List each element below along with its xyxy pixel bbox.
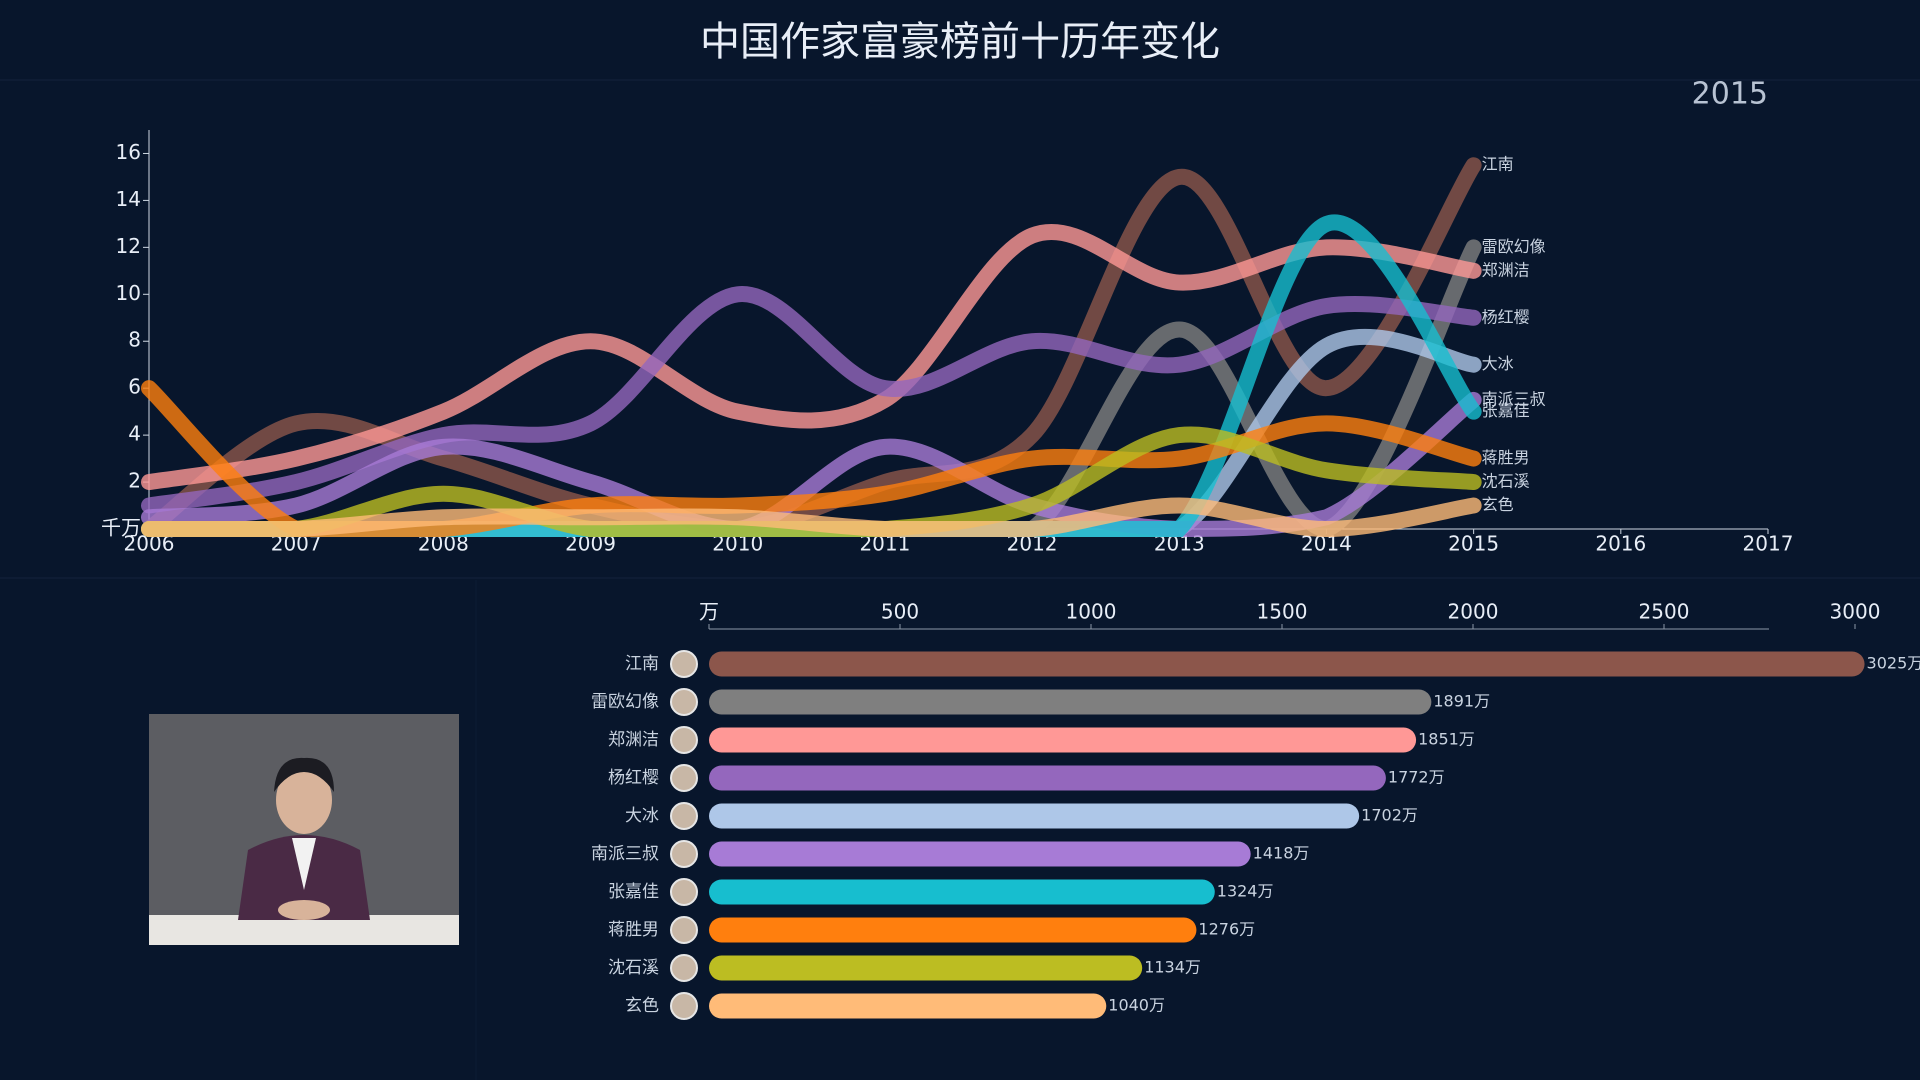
- series-label: 张嘉佳: [1482, 401, 1530, 420]
- value-label: 3025万: [1867, 654, 1920, 673]
- value-label: 1040万: [1108, 996, 1165, 1015]
- avatar: [670, 764, 698, 792]
- series-label: 沈石溪: [1482, 472, 1530, 491]
- page-title: 中国作家富豪榜前十历年变化: [700, 19, 1220, 65]
- avatar: [670, 954, 698, 982]
- x-tick-label: 3000: [1830, 600, 1881, 624]
- author-name: 大冰: [625, 806, 659, 826]
- stream: [141, 497, 1482, 538]
- y-tick-label: 10: [116, 281, 141, 305]
- author-name: 南派三叔: [591, 844, 659, 864]
- author-name: 江南: [625, 654, 659, 674]
- author-name: 蒋胜男: [608, 920, 659, 940]
- value-label: 1418万: [1253, 844, 1310, 863]
- y-tick-label: 12: [116, 234, 141, 258]
- y-tick-label: 14: [116, 187, 141, 211]
- bar: [709, 841, 1251, 867]
- series-label: 郑渊洁: [1482, 260, 1530, 279]
- value-label: 1851万: [1418, 730, 1475, 749]
- y-tick-label: 16: [116, 140, 141, 164]
- avatar: [670, 992, 698, 1020]
- value-label: 1276万: [1198, 920, 1255, 939]
- stream: [141, 223, 1482, 491]
- avatar: [670, 688, 698, 716]
- portrait: [149, 714, 459, 945]
- series-label: 玄色: [1482, 495, 1514, 514]
- y-tick-label: 千万: [101, 516, 141, 540]
- value-label: 1772万: [1388, 768, 1445, 787]
- author-name: 玄色: [625, 996, 659, 1016]
- author-name: 沈石溪: [608, 958, 659, 978]
- series-label: 江南: [1482, 155, 1514, 174]
- avatar: [670, 802, 698, 830]
- author-name: 雷欧幻像: [591, 692, 659, 712]
- stream: [141, 391, 1482, 538]
- x-tick-label: 1500: [1257, 600, 1308, 624]
- bar: [709, 917, 1197, 943]
- bar: [709, 765, 1386, 791]
- author-name: 郑渊洁: [608, 730, 659, 750]
- avatar: [670, 726, 698, 754]
- x-tick-label: 2500: [1639, 600, 1690, 624]
- y-tick-label: 8: [128, 328, 141, 352]
- author-name: 张嘉佳: [608, 882, 659, 902]
- x-tick-label: 2016: [1595, 532, 1646, 556]
- series-label: 蒋胜男: [1482, 448, 1530, 467]
- x-tick-label: 万: [699, 600, 719, 624]
- value-label: 1324万: [1217, 882, 1274, 901]
- bar: [709, 993, 1107, 1019]
- bar: [709, 879, 1215, 905]
- x-tick-label: 2017: [1743, 532, 1794, 556]
- x-tick-label: 500: [881, 600, 919, 624]
- value-label: 1891万: [1433, 692, 1490, 711]
- series-label: 杨红樱: [1482, 307, 1530, 326]
- avatar: [670, 916, 698, 944]
- avatar: [670, 650, 698, 678]
- x-tick-label: 2015: [1448, 532, 1499, 556]
- x-tick-label: 1000: [1066, 600, 1117, 624]
- bar: [709, 803, 1360, 829]
- x-tick-label: 2000: [1448, 600, 1499, 624]
- series-label: 大冰: [1482, 354, 1514, 373]
- current-year: 2015: [1692, 77, 1768, 112]
- stream: [141, 286, 1482, 514]
- value-label: 1702万: [1361, 806, 1418, 825]
- author-name: 杨红樱: [608, 768, 659, 788]
- avatar: [670, 878, 698, 906]
- y-tick-label: 2: [128, 469, 141, 493]
- bar: [709, 955, 1143, 981]
- avatar: [670, 840, 698, 868]
- series-label: 雷欧幻像: [1482, 237, 1546, 256]
- y-tick-label: 4: [128, 422, 141, 446]
- bar: [709, 689, 1432, 715]
- bar: [709, 651, 1865, 677]
- bar: [709, 727, 1417, 753]
- value-label: 1134万: [1144, 958, 1201, 977]
- series-label: 南派三叔: [1482, 389, 1546, 408]
- y-tick-label: 6: [128, 375, 141, 399]
